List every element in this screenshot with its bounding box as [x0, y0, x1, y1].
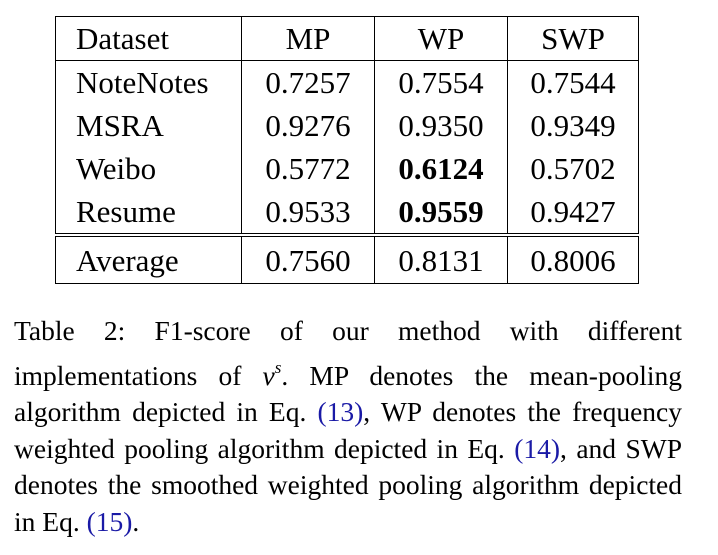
cell-mp: 0.7560 — [241, 236, 375, 284]
caption-text: , and SWP denotes the smoothed weighted … — [14, 432, 682, 537]
caption-text: . MP denotes the mean-pooling algorithm … — [14, 359, 682, 428]
math-base: v — [262, 359, 275, 391]
cell-swp: 0.8006 — [507, 236, 639, 284]
header-wp: WP — [374, 16, 508, 61]
cell-wp: 0.6124 — [374, 147, 508, 190]
results-table: Dataset MP WP SWP NoteNotes 0.7257 0.755… — [55, 16, 639, 234]
average-table: Average 0.7560 0.8131 0.8006 — [55, 236, 639, 284]
cell-mp: 0.7257 — [241, 60, 375, 104]
equation-ref-link[interactable]: (13) — [317, 396, 364, 427]
cell-wp: 0.9350 — [374, 104, 508, 147]
table-row: MSRA 0.9276 0.9350 0.9349 — [55, 104, 639, 147]
average-row: Average 0.7560 0.8131 0.8006 — [55, 236, 639, 284]
cell-wp: 0.7554 — [374, 60, 508, 104]
header-mp: MP — [241, 16, 375, 61]
header-swp: SWP — [507, 16, 639, 61]
cell-dataset: Resume — [55, 190, 242, 234]
caption-text: . — [132, 505, 140, 537]
math-v-s: vs — [262, 357, 282, 391]
table-caption: Table 2: F1-score of our method with dif… — [14, 313, 682, 540]
math-sup: s — [274, 357, 282, 377]
table-row: NoteNotes 0.7257 0.7554 0.7544 — [55, 60, 639, 104]
cell-mp: 0.5772 — [241, 147, 375, 190]
cell-dataset: Weibo — [55, 147, 242, 190]
table-row: Resume 0.9533 0.9559 0.9427 — [55, 190, 639, 234]
equation-ref-link[interactable]: (14) — [514, 432, 561, 464]
cell-swp: 0.7544 — [507, 60, 639, 104]
caption-text: F1-score of our method with different im… — [14, 315, 682, 391]
header-dataset: Dataset — [55, 16, 242, 61]
cell-dataset: MSRA — [55, 104, 242, 147]
cell-wp: 0.9559 — [374, 190, 508, 234]
equation-ref-link[interactable]: (15) — [86, 505, 133, 537]
cell-wp: 0.8131 — [374, 236, 508, 284]
cell-swp: 0.9427 — [507, 190, 639, 234]
cell-dataset: Average — [55, 236, 242, 284]
cell-mp: 0.9276 — [241, 104, 375, 147]
caption-text: , WP denotes the frequency weighted pool… — [14, 396, 683, 464]
caption-label: Table 2: — [14, 315, 126, 346]
table-header-row: Dataset MP WP SWP — [55, 16, 639, 61]
cell-swp: 0.9349 — [507, 104, 639, 147]
cell-swp: 0.5702 — [507, 147, 639, 190]
cell-mp: 0.9533 — [241, 190, 375, 234]
cell-dataset: NoteNotes — [55, 60, 242, 104]
table-row: Weibo 0.5772 0.6124 0.5702 — [55, 147, 639, 190]
